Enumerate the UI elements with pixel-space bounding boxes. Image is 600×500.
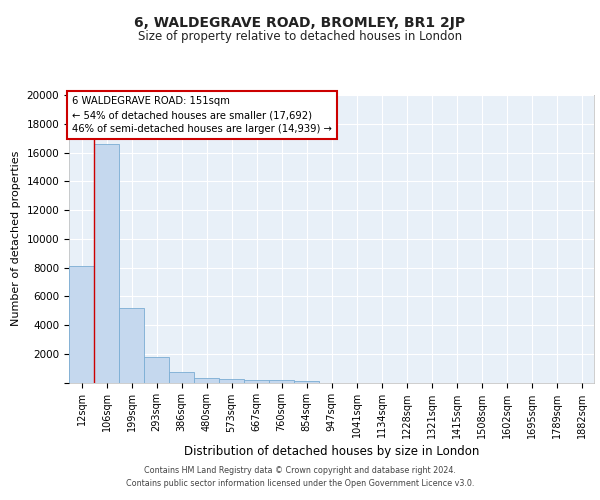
Bar — [69, 266, 94, 382]
Text: 6 WALDEGRAVE ROAD: 151sqm
← 54% of detached houses are smaller (17,692)
46% of s: 6 WALDEGRAVE ROAD: 151sqm ← 54% of detac… — [71, 96, 331, 134]
Text: Size of property relative to detached houses in London: Size of property relative to detached ho… — [138, 30, 462, 43]
Bar — [269, 380, 294, 382]
Bar — [94, 144, 119, 382]
Bar — [194, 378, 219, 382]
Y-axis label: Number of detached properties: Number of detached properties — [11, 151, 21, 326]
Bar — [294, 380, 319, 382]
Text: Contains HM Land Registry data © Crown copyright and database right 2024.
Contai: Contains HM Land Registry data © Crown c… — [126, 466, 474, 487]
Bar — [219, 379, 244, 382]
Bar — [169, 372, 194, 382]
Text: 6, WALDEGRAVE ROAD, BROMLEY, BR1 2JP: 6, WALDEGRAVE ROAD, BROMLEY, BR1 2JP — [134, 16, 466, 30]
Bar — [244, 380, 269, 382]
X-axis label: Distribution of detached houses by size in London: Distribution of detached houses by size … — [184, 444, 479, 458]
Bar — [144, 358, 169, 382]
Bar — [119, 308, 144, 382]
